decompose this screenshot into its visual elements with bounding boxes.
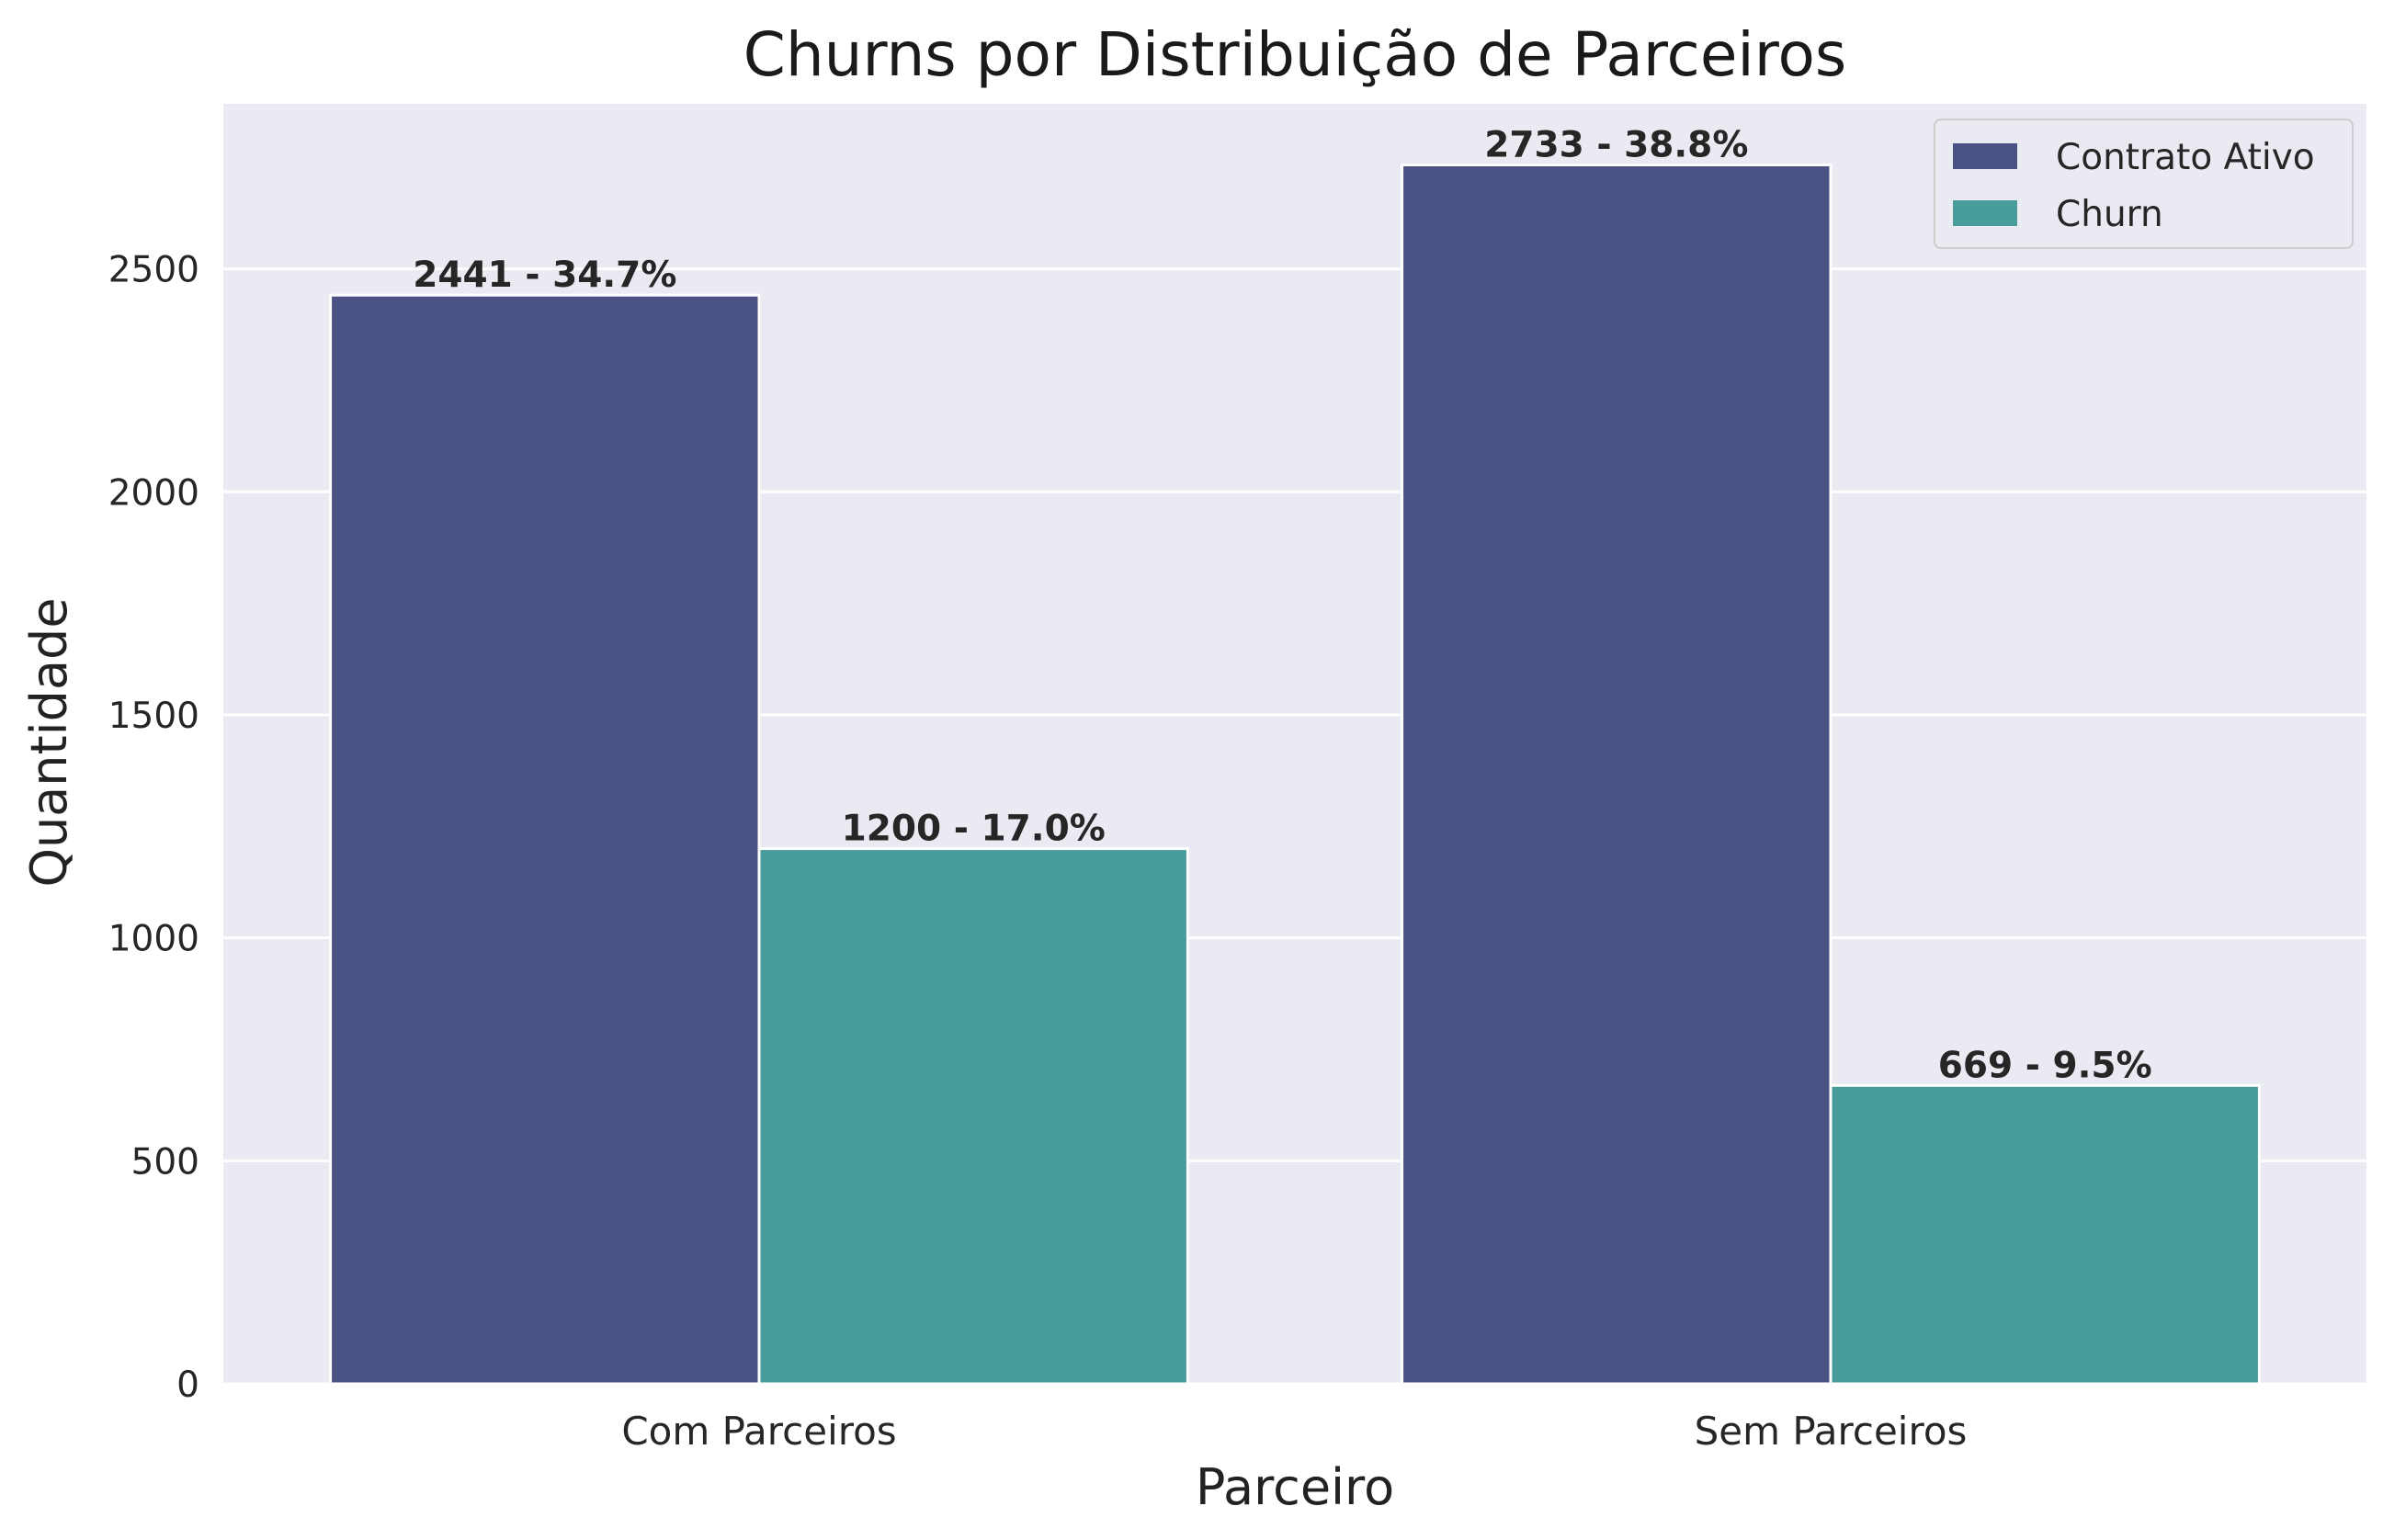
y-axis-label: Quantidade (20, 597, 78, 887)
bar (757, 847, 1189, 1386)
y-tick-label: 0 (176, 1364, 199, 1406)
chart-title: Churns por Distribuição de Parceiros (743, 19, 1846, 90)
bar-data-label: 2733 - 38.8% (1484, 124, 1748, 165)
legend: Contrato Ativo Churn (1934, 119, 2354, 249)
x-tick-label: Sem Parceiros (1695, 1409, 1968, 1454)
x-tick-label: Com Parceiros (621, 1409, 896, 1454)
bar-data-label: 669 - 9.5% (1938, 1045, 2152, 1086)
y-tick-label: 2000 (108, 472, 199, 514)
y-tick-label: 1000 (108, 919, 199, 960)
y-tick-label: 500 (131, 1141, 199, 1183)
y-tick-label: 1500 (108, 696, 199, 737)
bar-data-label: 2441 - 34.7% (413, 255, 676, 296)
legend-swatch-contrato-ativo (1953, 143, 2017, 169)
x-axis-ticks: Com Parceiros Sem Parceiros (621, 1409, 1967, 1454)
bar-data-label: 1200 - 17.0% (842, 809, 1106, 850)
bar (1829, 1083, 2261, 1386)
x-axis-label: Parceiro (1196, 1458, 1394, 1516)
bar (329, 293, 761, 1386)
bar (1401, 163, 1833, 1386)
legend-entry-contrato-ativo: Contrato Ativo (2056, 137, 2315, 178)
data-labels: 2441 - 34.7% 1200 - 17.0% 2733 - 38.8% 669 … (413, 124, 2151, 1086)
bars (329, 163, 2261, 1386)
y-tick-label: 2500 (108, 250, 199, 291)
y-axis-ticks: 0 500 1000 1500 2000 2500 (108, 250, 199, 1406)
legend-box (1934, 119, 2354, 249)
legend-swatch-churn (1953, 200, 2017, 226)
legend-entry-churn: Churn (2056, 194, 2163, 235)
